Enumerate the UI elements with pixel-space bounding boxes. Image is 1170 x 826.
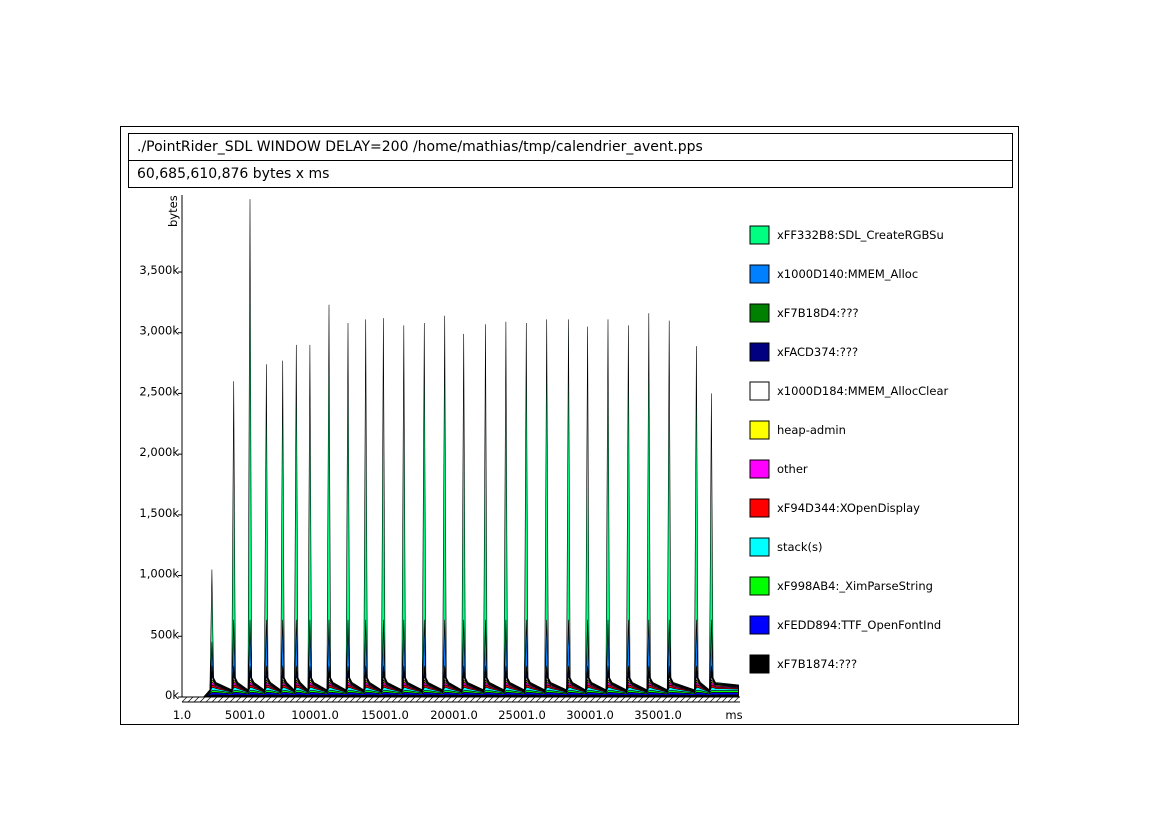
x-tick-label: 5001.0	[225, 708, 265, 722]
legend-label: xF998AB4:_XimParseString	[777, 579, 933, 593]
legend-swatch	[749, 420, 770, 440]
x-tick-label: 35001.0	[634, 708, 682, 722]
legend-label: xFEDD894:TTF_OpenFontInd	[777, 618, 941, 632]
legend-label: xF7B1874:???	[777, 657, 857, 671]
legend-swatch	[749, 498, 770, 518]
legend-swatch	[749, 342, 770, 362]
legend-swatch	[749, 459, 770, 479]
total-summary: 60,685,610,876 bytes x ms	[128, 160, 1013, 188]
legend-label: xFACD374:???	[777, 345, 858, 359]
y-tick-label: 2,000k	[139, 445, 179, 459]
x-tick-label: 1.0	[173, 708, 191, 722]
legend: xFF332B8:SDL_CreateRGBSu x1000D140:MMEM_A…	[749, 225, 948, 674]
x-axis: 1.0 5001.0 10001.0 15001.0 20001.0 25001.0 300…	[173, 696, 743, 722]
y-tick-label: 3,500k	[139, 263, 179, 277]
legend-swatch	[749, 615, 770, 635]
x-tick-label: 10001.0	[291, 708, 339, 722]
x-tick-label: 20001.0	[430, 708, 478, 722]
legend-swatch	[749, 264, 770, 284]
x-tick-label: 25001.0	[498, 708, 546, 722]
series-areas	[182, 199, 739, 698]
legend-swatch	[749, 381, 770, 401]
area-xff332b8-sdl-creatergbsu	[182, 199, 739, 698]
legend-swatch	[749, 576, 770, 596]
y-tick-label: 2,500k	[139, 384, 179, 398]
legend-label: other	[777, 462, 808, 476]
y-tick-label: 500k	[150, 627, 179, 641]
y-axis: 0k 500k 1,000k 1,500k 2,000k 2,500k 3,000k 3,50…	[139, 195, 183, 702]
legend-swatch	[749, 654, 770, 674]
legend-swatch	[749, 303, 770, 323]
y-tick-label: 1,000k	[139, 567, 179, 581]
x-tick-label: 30001.0	[566, 708, 614, 722]
legend-label: x1000D140:MMEM_Alloc	[777, 267, 918, 281]
legend-label: x1000D184:MMEM_AllocClear	[777, 384, 948, 398]
y-tick-label: 0k	[165, 688, 179, 702]
legend-label: xF94D344:XOpenDisplay	[777, 501, 920, 515]
x-axis-label: ms	[725, 708, 742, 722]
y-tick-label: 3,000k	[139, 324, 179, 338]
legend-label: xF7B18D4:???	[777, 306, 859, 320]
y-tick-label: 1,500k	[139, 506, 179, 520]
legend-label: xFF332B8:SDL_CreateRGBSu	[777, 228, 944, 242]
legend-label: heap-admin	[777, 423, 846, 437]
y-axis-label: bytes	[166, 195, 180, 227]
x-axis-hatch	[181, 696, 740, 703]
command-line: ./PointRider_SDL WINDOW DELAY=200 /home/…	[128, 133, 1013, 161]
legend-swatch	[749, 537, 770, 557]
legend-label: stack(s)	[777, 540, 823, 554]
x-tick-label: 15001.0	[361, 708, 409, 722]
legend-swatch	[749, 225, 770, 245]
